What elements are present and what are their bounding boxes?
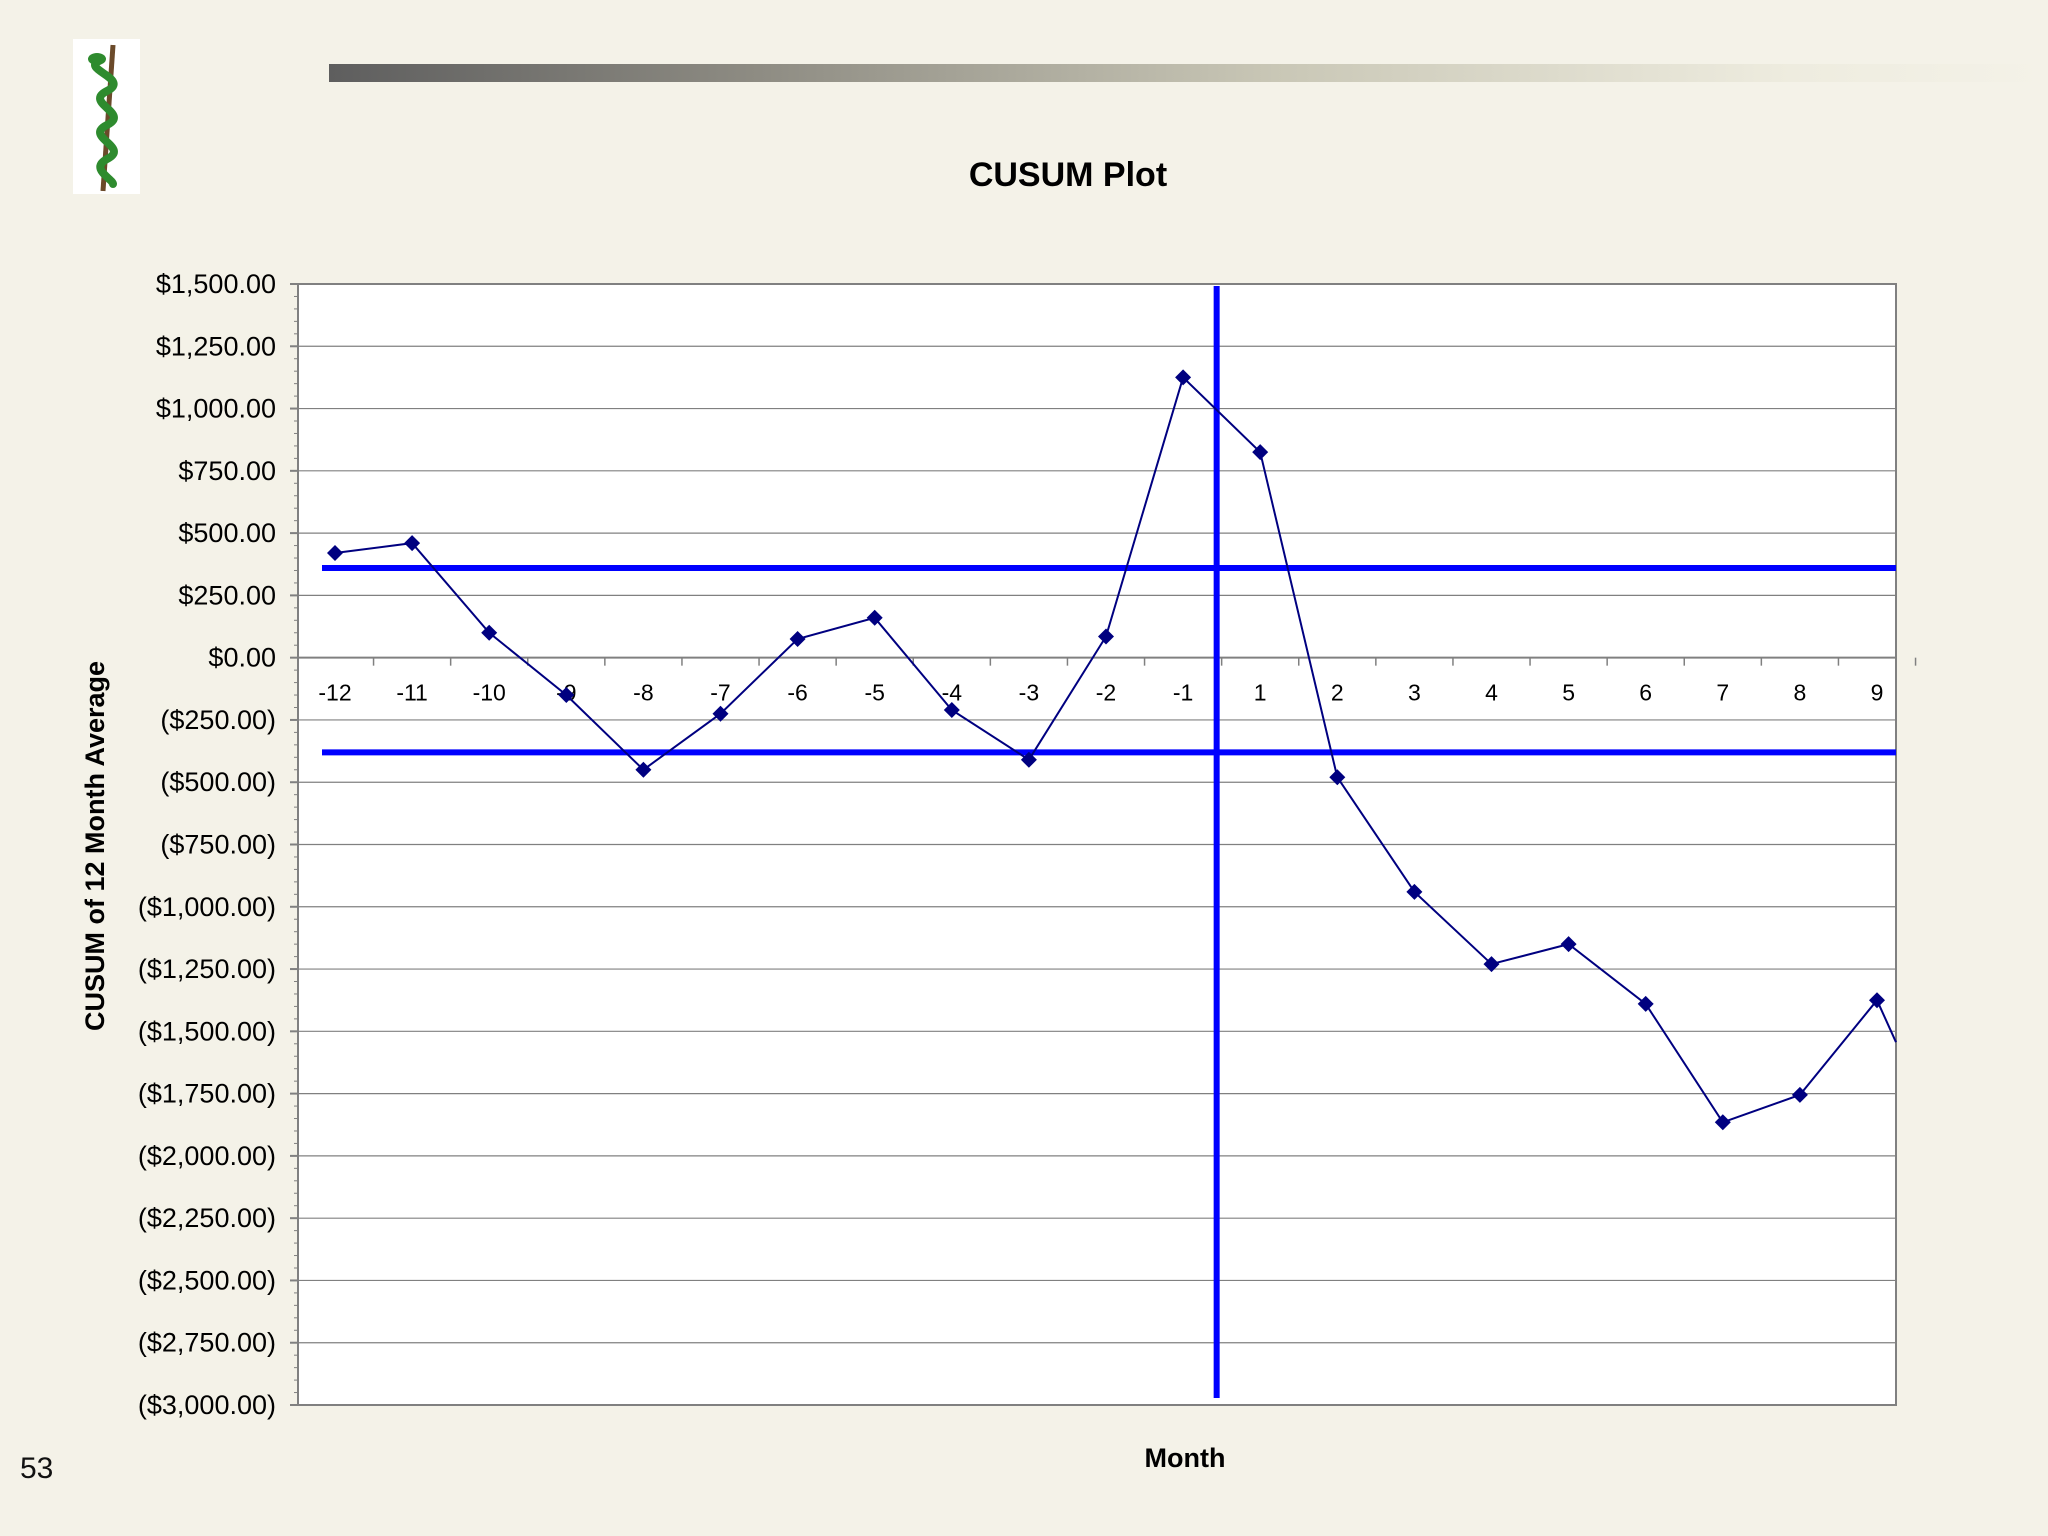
x-tick-label: -5 bbox=[864, 680, 884, 706]
x-tick-label: -4 bbox=[942, 680, 963, 706]
data-point bbox=[866, 609, 883, 626]
y-tick-label: ($2,750.00) bbox=[138, 1328, 276, 1358]
rod-of-asclepius-icon bbox=[88, 44, 118, 192]
data-point bbox=[558, 687, 575, 704]
y-tick-label: ($2,500.00) bbox=[138, 1265, 276, 1295]
series-line bbox=[334, 375, 1897, 1124]
x-tick-label: 1 bbox=[1254, 680, 1267, 706]
y-tick-label: ($500.00) bbox=[160, 767, 276, 797]
x-tick-label: -3 bbox=[1019, 680, 1039, 706]
data-point bbox=[1252, 444, 1269, 461]
x-tick-label: 2 bbox=[1331, 680, 1344, 706]
data-point bbox=[712, 705, 729, 722]
y-tick-label: ($2,000.00) bbox=[138, 1141, 276, 1171]
data-point bbox=[1560, 936, 1577, 953]
data-point bbox=[1098, 628, 1114, 645]
y-axis: $1,500.00 $1,250.00 $1,000.00 $750.00 $500.0… bbox=[138, 269, 299, 1420]
y-tick-label: ($2,250.00) bbox=[138, 1203, 276, 1233]
data-point bbox=[1329, 769, 1346, 786]
gridlines bbox=[298, 345, 1896, 1344]
y-tick-label: ($3,000.00) bbox=[138, 1390, 276, 1420]
x-tick-label: 5 bbox=[1562, 680, 1575, 706]
y-tick-label: ($1,500.00) bbox=[138, 1016, 276, 1046]
reference-lines bbox=[322, 286, 1896, 1398]
logo bbox=[73, 39, 140, 194]
data-point bbox=[327, 545, 343, 562]
data-point bbox=[943, 701, 960, 718]
y-tick-label: $1,500.00 bbox=[156, 269, 276, 299]
y-tick-label: $750.00 bbox=[178, 456, 276, 486]
data-point bbox=[1406, 883, 1423, 900]
data-point bbox=[404, 535, 421, 552]
x-tick-label: -8 bbox=[633, 680, 653, 706]
x-tick-label: 6 bbox=[1639, 680, 1652, 706]
data-point bbox=[1637, 995, 1654, 1012]
x-tick-label: -12 bbox=[318, 680, 351, 706]
y-tick-label: $0.00 bbox=[208, 643, 276, 673]
data-point bbox=[635, 761, 652, 778]
x-tick-label: 4 bbox=[1485, 680, 1498, 706]
x-axis-label: Month bbox=[1145, 1443, 1226, 1473]
x-tick-label: -1 bbox=[1173, 680, 1193, 706]
y-tick-label: $500.00 bbox=[178, 518, 276, 548]
y-tick-label: $1,250.00 bbox=[156, 331, 276, 361]
x-tick-label: -10 bbox=[473, 680, 506, 706]
y-axis-label: CUSUM of 12 Month Average bbox=[80, 661, 110, 1031]
data-point bbox=[481, 624, 498, 641]
header-bar bbox=[329, 64, 2048, 82]
data-point bbox=[1791, 1086, 1808, 1103]
data-point bbox=[1020, 751, 1037, 768]
x-tick-label: -2 bbox=[1096, 680, 1116, 706]
slide-number: 53 bbox=[20, 1452, 54, 1485]
y-tick-label: $250.00 bbox=[178, 580, 276, 610]
y-tick-label: ($750.00) bbox=[160, 830, 276, 860]
x-tick-label: -7 bbox=[710, 680, 730, 706]
data-point bbox=[1869, 992, 1885, 1009]
data-point bbox=[789, 630, 806, 647]
x-tick-label: -11 bbox=[396, 680, 428, 706]
y-tick-label: ($1,000.00) bbox=[138, 892, 276, 922]
chart-title: CUSUM Plot bbox=[969, 156, 1167, 194]
y-tick-label: $1,000.00 bbox=[156, 394, 276, 424]
x-tick-label: 3 bbox=[1408, 680, 1421, 706]
y-tick-label: ($1,750.00) bbox=[138, 1079, 276, 1109]
data-point bbox=[1483, 956, 1500, 973]
x-tick-label: 9 bbox=[1871, 680, 1884, 706]
x-tick-label: 7 bbox=[1716, 680, 1729, 706]
series bbox=[327, 369, 1897, 1131]
x-tick-label: -6 bbox=[787, 680, 807, 706]
y-tick-label: ($250.00) bbox=[160, 705, 276, 735]
y-tick-label: ($1,250.00) bbox=[138, 954, 276, 984]
data-point bbox=[1175, 369, 1192, 386]
x-tick-label: 8 bbox=[1794, 680, 1807, 706]
data-point bbox=[1714, 1114, 1731, 1131]
